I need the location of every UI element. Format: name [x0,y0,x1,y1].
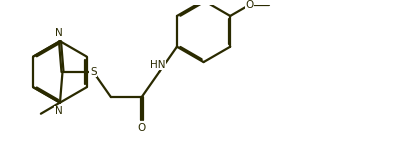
Text: O: O [244,0,253,10]
Text: S: S [90,67,96,77]
Text: N: N [55,106,62,116]
Text: HN: HN [150,60,166,70]
Text: O: O [137,123,145,133]
Text: N: N [55,28,62,38]
